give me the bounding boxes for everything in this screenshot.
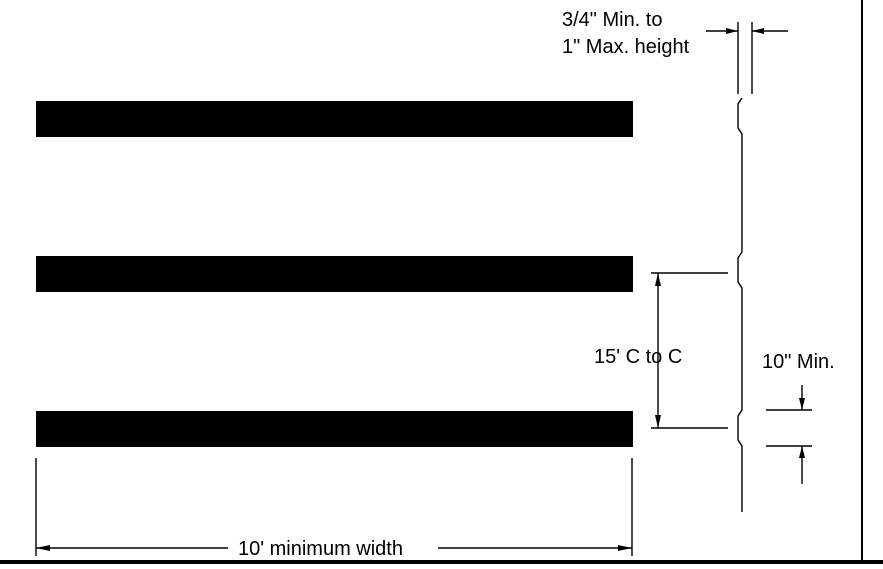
width-arrow-right: [618, 545, 632, 551]
spacing-label: 15' C to C: [594, 346, 682, 368]
width-arrow-left: [36, 545, 50, 551]
height-label-line1: 3/4" Min. to: [562, 9, 662, 31]
gap-arrow-bottom: [799, 446, 805, 458]
width-label: 10' minimum width: [238, 538, 403, 560]
gap-arrow-top: [799, 398, 805, 410]
frame-border-bottom: [0, 560, 883, 564]
stripe-middle: [36, 256, 633, 292]
spacing-arrow-top: [655, 273, 661, 286]
height-arrow-right: [752, 28, 764, 34]
gap-label: 10" Min.: [762, 351, 835, 373]
profile-section-line: [737, 97, 743, 512]
spacing-arrow-bottom: [655, 415, 661, 428]
stripe-top: [36, 101, 633, 137]
stripe-bottom: [36, 411, 633, 447]
height-arrow-left: [726, 28, 738, 34]
height-label-line2: 1" Max. height: [562, 36, 690, 58]
